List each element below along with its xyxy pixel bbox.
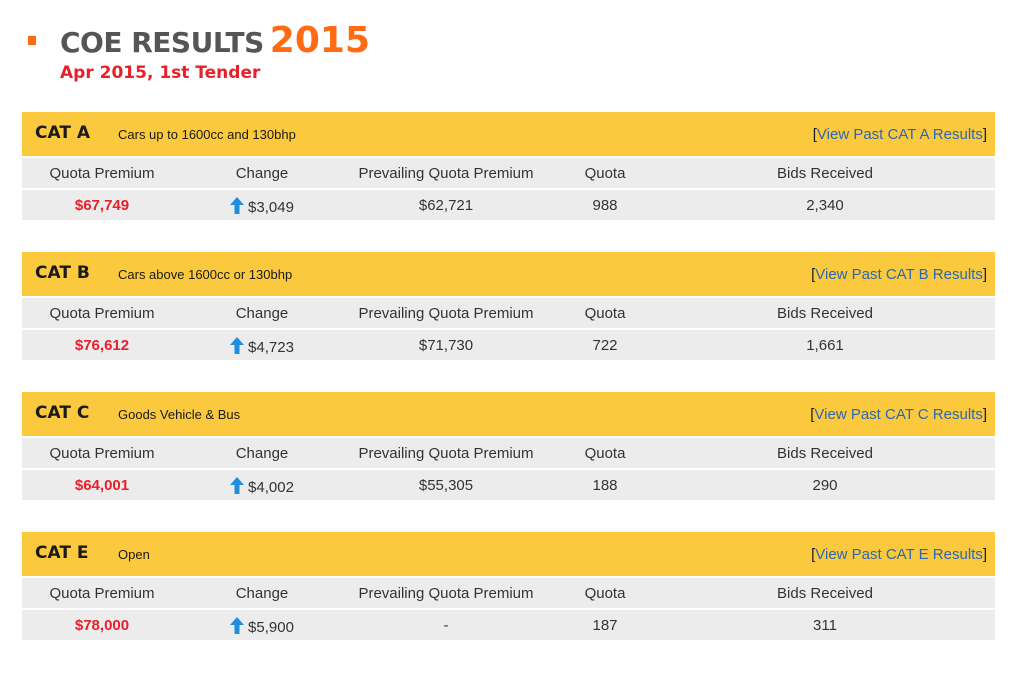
cat-e-description: Open bbox=[118, 547, 150, 562]
cat-c-prevailing-quota-premium: $55,305 bbox=[418, 477, 474, 494]
cat-a-change-value: $3,049 bbox=[248, 199, 294, 216]
cat-a-block: CAT A Cars up to 1600cc and 130bhp [View… bbox=[22, 112, 995, 220]
page-title: COE RESULTS 2015 bbox=[60, 20, 370, 61]
arrow-up-icon bbox=[230, 477, 245, 494]
page-title-text: COE RESULTS bbox=[60, 26, 264, 59]
cat-c-block: CAT C Goods Vehicle & Bus [View Past CAT… bbox=[22, 392, 995, 500]
cat-a-quota-premium: $67,749 bbox=[74, 197, 130, 214]
view-past-cat-c-link[interactable]: View Past CAT C Results bbox=[814, 406, 983, 423]
cat-c-quota-premium: $64,001 bbox=[74, 477, 130, 494]
cat-e-quota-premium: $78,000 bbox=[74, 617, 130, 634]
arrow-up-icon bbox=[230, 197, 245, 214]
label-quota: Quota bbox=[584, 445, 626, 462]
cat-c-change-value: $4,002 bbox=[248, 479, 294, 496]
view-past-cat-a-link[interactable]: View Past CAT A Results bbox=[816, 126, 983, 143]
label-prevailing-quota-premium: Prevailing Quota Premium bbox=[358, 445, 534, 462]
cat-e-prevailing-quota-premium: - bbox=[443, 617, 449, 634]
label-bids-received: Bids Received bbox=[777, 445, 873, 462]
cat-c-header: CAT C Goods Vehicle & Bus [View Past CAT… bbox=[22, 392, 995, 438]
cat-c-code: CAT C bbox=[35, 403, 90, 423]
label-quota: Quota bbox=[584, 305, 626, 322]
label-prevailing-quota-premium: Prevailing Quota Premium bbox=[358, 585, 534, 602]
label-change: Change bbox=[235, 165, 289, 182]
cat-a-description: Cars up to 1600cc and 130bhp bbox=[118, 127, 296, 142]
cat-b-code: CAT B bbox=[35, 263, 90, 283]
cat-e-code: CAT E bbox=[35, 543, 89, 563]
cat-b-value-row: $76,612 $4,723 $71,730 722 1,661 bbox=[22, 330, 995, 360]
label-bids-received: Bids Received bbox=[777, 305, 873, 322]
cat-e-bids-received: 311 bbox=[813, 617, 837, 634]
label-change: Change bbox=[235, 305, 289, 322]
cat-a-past-results: [View Past CAT A Results] bbox=[813, 126, 987, 143]
cat-b-change-value: $4,723 bbox=[248, 339, 294, 356]
cat-a-code: CAT A bbox=[35, 123, 90, 143]
cat-b-prevailing-quota-premium: $71,730 bbox=[418, 337, 474, 354]
label-quota-premium: Quota Premium bbox=[49, 305, 155, 322]
bracket-close: ] bbox=[982, 266, 987, 283]
cat-e-label-row: Quota Premium Change Prevailing Quota Pr… bbox=[22, 578, 995, 610]
arrow-up-icon bbox=[230, 337, 245, 354]
bracket-open: [ bbox=[810, 406, 815, 423]
label-bids-received: Bids Received bbox=[777, 165, 873, 182]
cat-a-header: CAT A Cars up to 1600cc and 130bhp [View… bbox=[22, 112, 995, 158]
bracket-close: ] bbox=[982, 546, 987, 563]
cat-b-quota-premium: $76,612 bbox=[74, 337, 130, 354]
arrow-up-icon bbox=[230, 617, 245, 634]
cat-e-header: CAT E Open [View Past CAT E Results] bbox=[22, 532, 995, 578]
cat-a-bids-received: 2,340 bbox=[806, 197, 844, 214]
cat-b-change: $4,723 bbox=[182, 337, 342, 356]
cat-a-label-row: Quota Premium Change Prevailing Quota Pr… bbox=[22, 158, 995, 190]
label-prevailing-quota-premium: Prevailing Quota Premium bbox=[358, 165, 534, 182]
cat-c-value-row: $64,001 $4,002 $55,305 188 290 bbox=[22, 470, 995, 500]
label-quota-premium: Quota Premium bbox=[49, 445, 155, 462]
cat-e-block: CAT E Open [View Past CAT E Results] Quo… bbox=[22, 532, 995, 640]
cat-c-past-results: [View Past CAT C Results] bbox=[810, 406, 987, 423]
cat-e-value-row: $78,000 $5,900 - 187 311 bbox=[22, 610, 995, 640]
bracket-open: [ bbox=[811, 546, 816, 563]
title-bullet-icon bbox=[28, 36, 36, 45]
cat-a-quota: 988 bbox=[592, 197, 618, 214]
cat-a-change: $3,049 bbox=[182, 197, 342, 216]
cat-c-label-row: Quota Premium Change Prevailing Quota Pr… bbox=[22, 438, 995, 470]
label-change: Change bbox=[235, 445, 289, 462]
cat-c-bids-received: 290 bbox=[812, 477, 838, 494]
bracket-open: [ bbox=[811, 266, 816, 283]
cat-b-quota: 722 bbox=[592, 337, 618, 354]
label-change: Change bbox=[235, 585, 289, 602]
cat-c-description: Goods Vehicle & Bus bbox=[118, 407, 241, 422]
tender-subtitle: Apr 2015, 1st Tender bbox=[60, 63, 261, 83]
label-quota: Quota bbox=[584, 165, 626, 182]
cat-b-block: CAT B Cars above 1600cc or 130bhp [View … bbox=[22, 252, 995, 360]
page-title-year: 2015 bbox=[269, 20, 370, 61]
label-quota-premium: Quota Premium bbox=[49, 165, 155, 182]
bracket-open: [ bbox=[812, 126, 817, 143]
cat-b-label-row: Quota Premium Change Prevailing Quota Pr… bbox=[22, 298, 995, 330]
label-quota: Quota bbox=[584, 585, 626, 602]
cat-b-past-results: [View Past CAT B Results] bbox=[811, 266, 987, 283]
cat-b-description: Cars above 1600cc or 130bhp bbox=[118, 267, 293, 282]
cat-e-quota: 187 bbox=[592, 617, 618, 634]
label-prevailing-quota-premium: Prevailing Quota Premium bbox=[358, 305, 534, 322]
cat-a-prevailing-quota-premium: $62,721 bbox=[418, 197, 474, 214]
cat-b-header: CAT B Cars above 1600cc or 130bhp [View … bbox=[22, 252, 995, 298]
cat-b-bids-received: 1,661 bbox=[806, 337, 844, 354]
cat-c-quota: 188 bbox=[592, 477, 618, 494]
cat-e-change-value: $5,900 bbox=[248, 619, 294, 636]
cat-e-past-results: [View Past CAT E Results] bbox=[811, 546, 987, 563]
bracket-close: ] bbox=[982, 406, 987, 423]
view-past-cat-e-link[interactable]: View Past CAT E Results bbox=[815, 546, 983, 563]
label-quota-premium: Quota Premium bbox=[49, 585, 155, 602]
cat-c-change: $4,002 bbox=[182, 477, 342, 496]
cat-a-value-row: $67,749 $3,049 $62,721 988 2,340 bbox=[22, 190, 995, 220]
bracket-close: ] bbox=[982, 126, 987, 143]
label-bids-received: Bids Received bbox=[777, 585, 873, 602]
cat-e-change: $5,900 bbox=[182, 617, 342, 636]
view-past-cat-b-link[interactable]: View Past CAT B Results bbox=[815, 266, 983, 283]
